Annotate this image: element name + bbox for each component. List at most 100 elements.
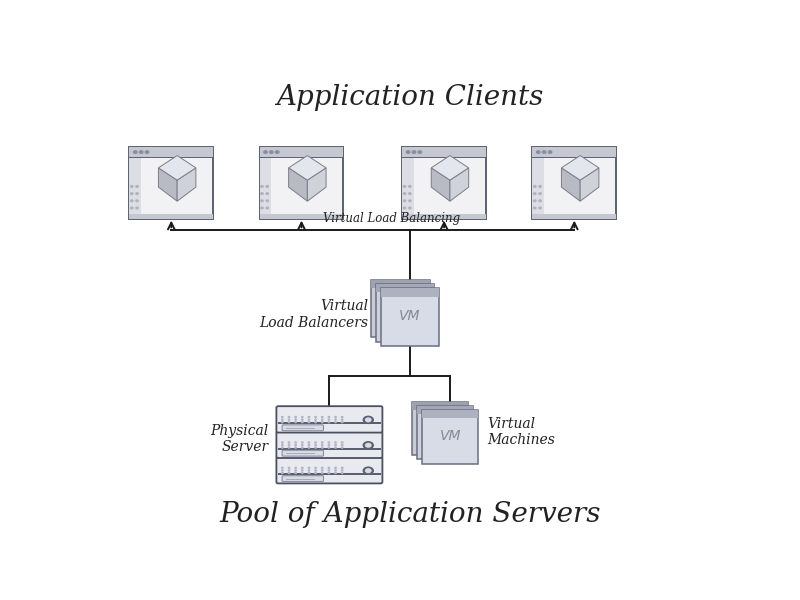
Bar — [533, 157, 544, 214]
Circle shape — [409, 193, 411, 194]
Circle shape — [539, 200, 542, 202]
Circle shape — [302, 416, 303, 418]
Circle shape — [406, 151, 410, 154]
Circle shape — [308, 447, 310, 448]
Bar — [375, 284, 434, 292]
Circle shape — [322, 419, 323, 420]
Bar — [533, 147, 616, 157]
Circle shape — [308, 419, 310, 420]
Circle shape — [322, 416, 323, 418]
Circle shape — [335, 416, 336, 418]
Circle shape — [362, 466, 374, 475]
Polygon shape — [431, 155, 469, 180]
Bar — [260, 147, 343, 157]
Circle shape — [548, 151, 552, 154]
Circle shape — [282, 445, 283, 446]
Circle shape — [328, 422, 330, 423]
Circle shape — [403, 207, 406, 209]
FancyBboxPatch shape — [282, 450, 323, 456]
Circle shape — [266, 200, 269, 202]
Circle shape — [342, 447, 343, 448]
Polygon shape — [158, 155, 196, 180]
Bar — [418, 406, 474, 460]
Circle shape — [130, 200, 133, 202]
Circle shape — [315, 445, 316, 446]
Circle shape — [266, 207, 269, 209]
Polygon shape — [580, 168, 599, 201]
Text: Virtual
Load Balancers: Virtual Load Balancers — [259, 299, 368, 329]
Circle shape — [302, 419, 303, 420]
Circle shape — [542, 151, 546, 154]
Bar — [533, 147, 616, 218]
Polygon shape — [158, 168, 177, 201]
Circle shape — [409, 200, 411, 202]
Circle shape — [136, 200, 138, 202]
Circle shape — [362, 416, 374, 424]
Circle shape — [302, 470, 303, 471]
Circle shape — [139, 151, 143, 154]
Polygon shape — [307, 168, 326, 201]
Circle shape — [282, 419, 283, 420]
Polygon shape — [562, 155, 599, 180]
Polygon shape — [177, 168, 196, 201]
FancyBboxPatch shape — [282, 425, 323, 431]
Bar — [413, 402, 468, 455]
FancyBboxPatch shape — [282, 476, 323, 482]
Circle shape — [302, 422, 303, 423]
Circle shape — [288, 470, 290, 471]
Circle shape — [322, 470, 323, 471]
Circle shape — [288, 445, 290, 446]
Circle shape — [282, 416, 283, 418]
Bar — [260, 147, 343, 218]
Circle shape — [288, 467, 290, 469]
Bar — [402, 147, 486, 218]
Circle shape — [342, 442, 343, 443]
Circle shape — [308, 470, 310, 471]
Circle shape — [328, 416, 330, 418]
Polygon shape — [562, 168, 580, 201]
Bar — [278, 473, 381, 475]
Circle shape — [136, 193, 138, 194]
Text: Application Clients: Application Clients — [276, 84, 544, 111]
Bar — [278, 422, 381, 424]
Circle shape — [302, 445, 303, 446]
Circle shape — [295, 447, 296, 448]
Text: VM: VM — [439, 430, 461, 443]
Circle shape — [261, 193, 263, 194]
Polygon shape — [431, 168, 450, 201]
Bar — [381, 288, 439, 296]
Circle shape — [328, 445, 330, 446]
Circle shape — [282, 422, 283, 423]
Circle shape — [315, 470, 316, 471]
Bar — [402, 147, 486, 157]
Circle shape — [261, 185, 263, 187]
Bar — [130, 157, 141, 214]
Bar — [130, 147, 213, 157]
FancyBboxPatch shape — [276, 457, 382, 484]
Bar — [533, 214, 616, 218]
Circle shape — [322, 422, 323, 423]
Circle shape — [282, 442, 283, 443]
Circle shape — [328, 419, 330, 420]
Circle shape — [282, 470, 283, 471]
Circle shape — [412, 151, 416, 154]
Circle shape — [328, 442, 330, 443]
Circle shape — [288, 419, 290, 420]
Circle shape — [335, 447, 336, 448]
Bar — [260, 157, 271, 214]
Circle shape — [302, 467, 303, 469]
Bar — [370, 280, 430, 337]
Circle shape — [315, 447, 316, 448]
Circle shape — [295, 467, 296, 469]
Circle shape — [295, 422, 296, 423]
Circle shape — [322, 447, 323, 448]
Bar — [130, 214, 213, 218]
Circle shape — [328, 467, 330, 469]
Circle shape — [534, 193, 536, 194]
Bar — [422, 410, 478, 464]
Circle shape — [342, 467, 343, 469]
Circle shape — [403, 185, 406, 187]
Circle shape — [539, 185, 542, 187]
Circle shape — [288, 447, 290, 448]
Polygon shape — [450, 168, 469, 201]
